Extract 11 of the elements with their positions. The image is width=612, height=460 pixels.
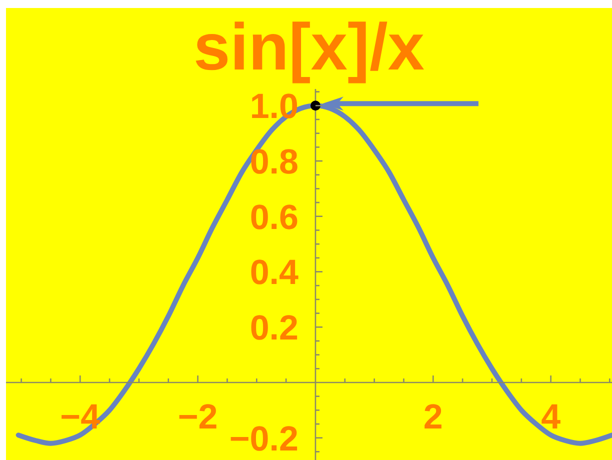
x-tick-label: 2	[423, 397, 443, 436]
y-tick-label: −0.2	[229, 419, 298, 458]
y-tick-label: 1.0	[250, 87, 298, 126]
x-tick-label: −4	[60, 397, 101, 436]
chart-title: sin[x]/x	[193, 10, 425, 84]
x-tick-label: −2	[178, 397, 218, 436]
y-tick-label: 0.6	[250, 198, 298, 237]
x-tick-label: 4	[541, 397, 562, 436]
y-tick-label: 0.2	[250, 308, 298, 348]
y-tick-label: 0.4	[250, 253, 300, 292]
y-tick-label: 0.8	[250, 142, 298, 182]
